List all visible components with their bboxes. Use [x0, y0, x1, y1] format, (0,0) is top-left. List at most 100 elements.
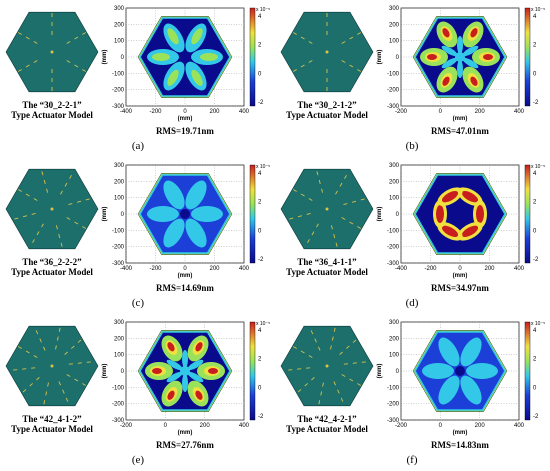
y-tick-label: 0 — [121, 212, 125, 218]
colorbar-tick-label: 4 — [533, 171, 537, 177]
contour-lobe-hot — [152, 368, 162, 374]
x-axis-unit: (mm) — [453, 116, 468, 122]
y-tick-label: 100 — [389, 39, 400, 45]
y-tick-label: 300 — [389, 6, 400, 12]
model-name: The “30_2-2-1” — [0, 100, 107, 110]
colorbar-exponent: x 10⁻⁵ — [531, 164, 545, 170]
colorbar-tick-label: 4 — [533, 14, 537, 20]
x-tick-label: 0 — [439, 109, 443, 115]
x-tick-label: 0 — [439, 423, 443, 429]
y-tick-label: 0 — [396, 212, 400, 218]
colorbar-tick-label: -2 — [258, 257, 264, 263]
actuator-model-icon — [279, 163, 375, 255]
actuator-model-icon — [4, 163, 100, 255]
colorbar-tick-label: 0 — [258, 71, 262, 77]
x-tick-label: 400 — [239, 266, 250, 272]
x-tick-label: -200 — [149, 109, 162, 115]
colorbar-tick-label: 4 — [258, 14, 262, 20]
y-tick-label: -200 — [112, 88, 125, 94]
actuator-model-icon — [279, 6, 375, 98]
model-type: Type Actuator Model — [272, 110, 382, 120]
x-tick-label: 200 — [475, 423, 486, 429]
colorbar-tick-label: 2 — [258, 357, 262, 363]
model-name: The “30_2-1-2” — [272, 100, 382, 110]
y-tick-label: 100 — [114, 196, 125, 202]
colorbar-exponent: x 10⁻⁵ — [531, 321, 545, 327]
model-caption: The “30_2-2-1”Type Actuator Model — [0, 100, 107, 120]
y-axis-unit: (mm) — [377, 207, 383, 222]
y-tick-label: 0 — [121, 55, 125, 61]
contour-ray — [182, 350, 188, 368]
y-tick-label: 300 — [389, 320, 400, 326]
model-name: The “36_4-1-1” — [272, 257, 382, 267]
y-tick-label: -300 — [112, 418, 125, 424]
contour-ray — [182, 374, 188, 392]
y-tick-label: -300 — [112, 104, 125, 110]
colorbar — [250, 8, 255, 106]
y-tick-label: -300 — [387, 104, 400, 110]
y-tick-label: 100 — [114, 39, 125, 45]
contour-lobe-hot — [427, 54, 437, 60]
y-tick-label: -100 — [387, 228, 400, 234]
subfigure-label: (d) — [397, 297, 427, 309]
colorbar-exponent: x 10⁻⁵ — [256, 7, 270, 13]
model-type: Type Actuator Model — [272, 424, 382, 434]
colorbar-tick-label: 2 — [258, 43, 262, 49]
actuator-center — [51, 208, 54, 211]
y-axis-unit: (mm) — [102, 207, 108, 222]
y-tick-label: -200 — [387, 402, 400, 408]
contour-center — [180, 52, 190, 62]
y-axis-unit: (mm) — [377, 50, 383, 65]
y-tick-label: -200 — [112, 402, 125, 408]
x-axis-unit: (mm) — [453, 430, 468, 436]
panel-d: The “36_4-1-1”Type Actuator Model-400-20… — [275, 157, 550, 314]
rms-value: RMS=27.76nm — [130, 440, 240, 450]
y-tick-label: -300 — [112, 261, 125, 267]
colorbar-tick-label: 4 — [533, 328, 537, 334]
contour-ray — [457, 36, 463, 54]
actuator-center — [51, 365, 54, 368]
contour-petal-core — [475, 367, 493, 375]
colorbar-tick-label: 4 — [258, 171, 262, 177]
contour-ring-hot — [476, 205, 484, 223]
model-name: The “36_2-2-2” — [0, 257, 107, 267]
contour-center — [180, 366, 190, 376]
x-tick-label: 200 — [484, 266, 495, 272]
colorbar-exponent: x 10⁻⁵ — [531, 7, 545, 13]
actuator-model-icon — [4, 6, 100, 98]
colorbar-tick-label: -2 — [533, 100, 539, 106]
actuator-model-icon — [4, 320, 100, 412]
rms-value: RMS=34.97nm — [405, 283, 515, 293]
y-tick-label: 300 — [389, 163, 400, 169]
contour-center — [180, 209, 190, 219]
y-tick-label: -100 — [387, 71, 400, 77]
y-tick-label: 300 — [114, 163, 125, 169]
y-tick-label: 200 — [114, 336, 125, 342]
contour-petal-core — [200, 53, 218, 61]
model-type: Type Actuator Model — [0, 110, 107, 120]
y-tick-label: 300 — [114, 6, 125, 12]
y-axis-unit: (mm) — [377, 364, 383, 379]
x-tick-label: -200 — [424, 266, 437, 272]
subfigure-label: (f) — [397, 454, 427, 466]
model-name: The “42_4-2-1” — [272, 414, 382, 424]
rms-value: RMS=47.01nm — [405, 126, 515, 136]
x-tick-label: -200 — [149, 266, 162, 272]
x-tick-label: 400 — [239, 423, 250, 429]
x-axis-unit: (mm) — [178, 430, 193, 436]
y-tick-label: -200 — [112, 245, 125, 251]
rms-value: RMS=14.83nm — [405, 440, 515, 450]
colorbar-exponent: x 10⁻⁵ — [256, 164, 270, 170]
colorbar-tick-label: 0 — [533, 228, 537, 234]
model-caption: The “42_4-1-2”Type Actuator Model — [0, 414, 107, 434]
x-tick-label: 400 — [514, 109, 525, 115]
contour-petal-core — [152, 210, 170, 218]
panel-a: The “30_2-2-1”Type Actuator Model-400-20… — [0, 0, 275, 157]
colorbar — [250, 165, 255, 263]
contour-petal-core — [200, 210, 218, 218]
colorbar-tick-label: 0 — [258, 228, 262, 234]
actuator-center — [326, 51, 329, 54]
subfigure-label: (b) — [397, 140, 427, 152]
